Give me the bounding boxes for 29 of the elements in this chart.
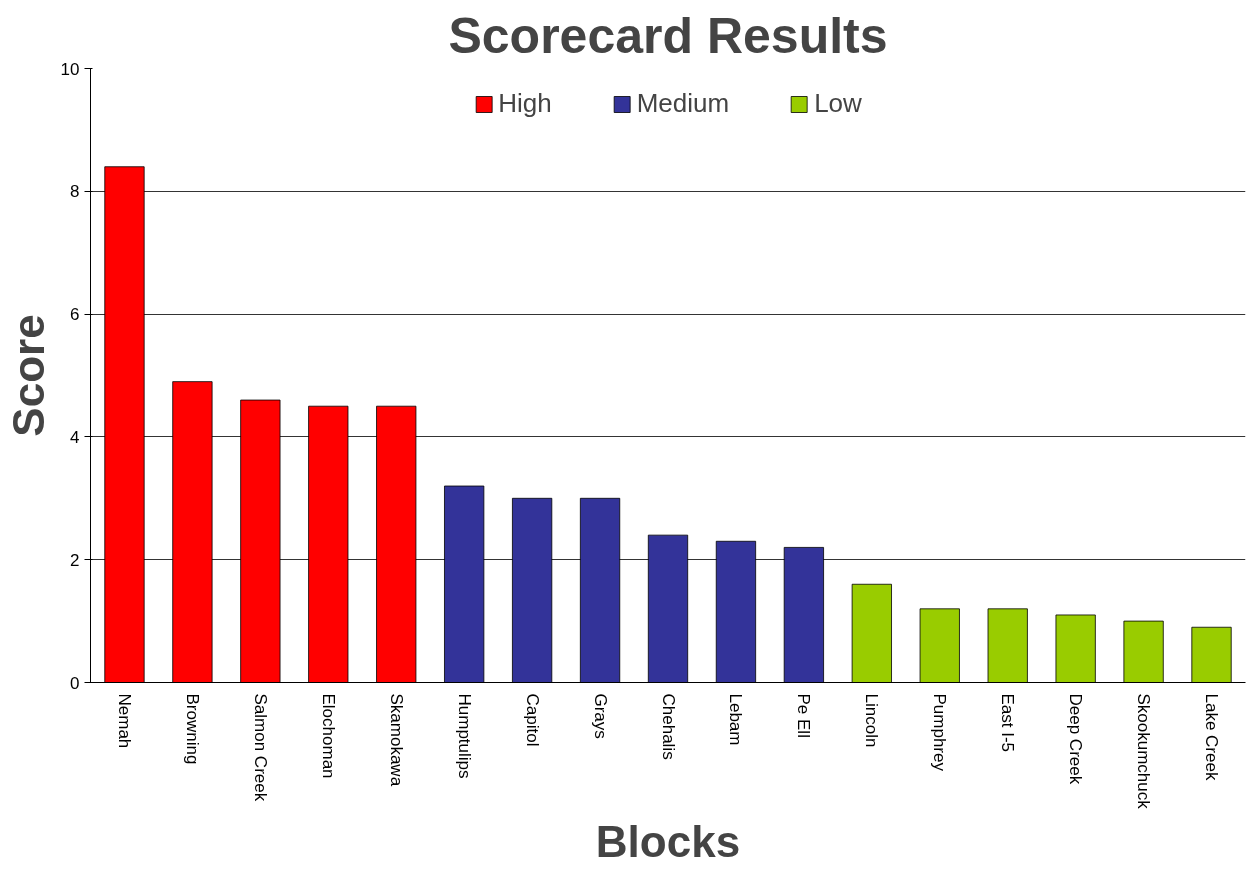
y-tick-label: 4 bbox=[70, 427, 80, 447]
x-tick-label: Lake Creek bbox=[1202, 693, 1222, 781]
x-tick-label: Skookumchuck bbox=[1134, 693, 1154, 810]
x-tick-label: Browning bbox=[182, 693, 202, 765]
legend-label: Medium bbox=[636, 88, 730, 119]
x-tick-label: Pumphrey bbox=[930, 693, 950, 772]
x-tick-label: East I-5 bbox=[998, 693, 1018, 753]
y-tick-label: 6 bbox=[70, 305, 80, 325]
x-tick-label: Salmon Creek bbox=[250, 693, 270, 802]
x-tick-label: Elochoman bbox=[318, 693, 338, 779]
x-tick-label: Lincoln bbox=[862, 693, 882, 748]
y-tick-label: 0 bbox=[70, 673, 80, 693]
x-tick-label: Skamokawa bbox=[386, 693, 406, 787]
x-tick-label: Grays bbox=[590, 693, 610, 739]
x-tick-label: Deep Creek bbox=[1066, 693, 1086, 785]
legend-label: Low bbox=[814, 88, 862, 119]
x-axis-title: Blocks bbox=[595, 816, 741, 866]
y-tick-label: 8 bbox=[70, 182, 80, 202]
x-tick-label: Chehalis bbox=[658, 693, 678, 760]
y-axis-title: Score bbox=[3, 314, 53, 437]
legend-label: High bbox=[498, 88, 552, 119]
x-tick-label: Capitol bbox=[522, 693, 542, 747]
x-tick-label: Pe Ell bbox=[794, 693, 814, 738]
x-tick-label: Nemah bbox=[114, 693, 134, 749]
x-tick-label: Humptulips bbox=[454, 693, 474, 779]
y-tick-label: 10 bbox=[60, 59, 80, 79]
y-tick-label: 2 bbox=[70, 550, 80, 570]
chart-title: Scorecard Results bbox=[448, 7, 888, 64]
x-tick-label: Lebam bbox=[726, 693, 746, 746]
